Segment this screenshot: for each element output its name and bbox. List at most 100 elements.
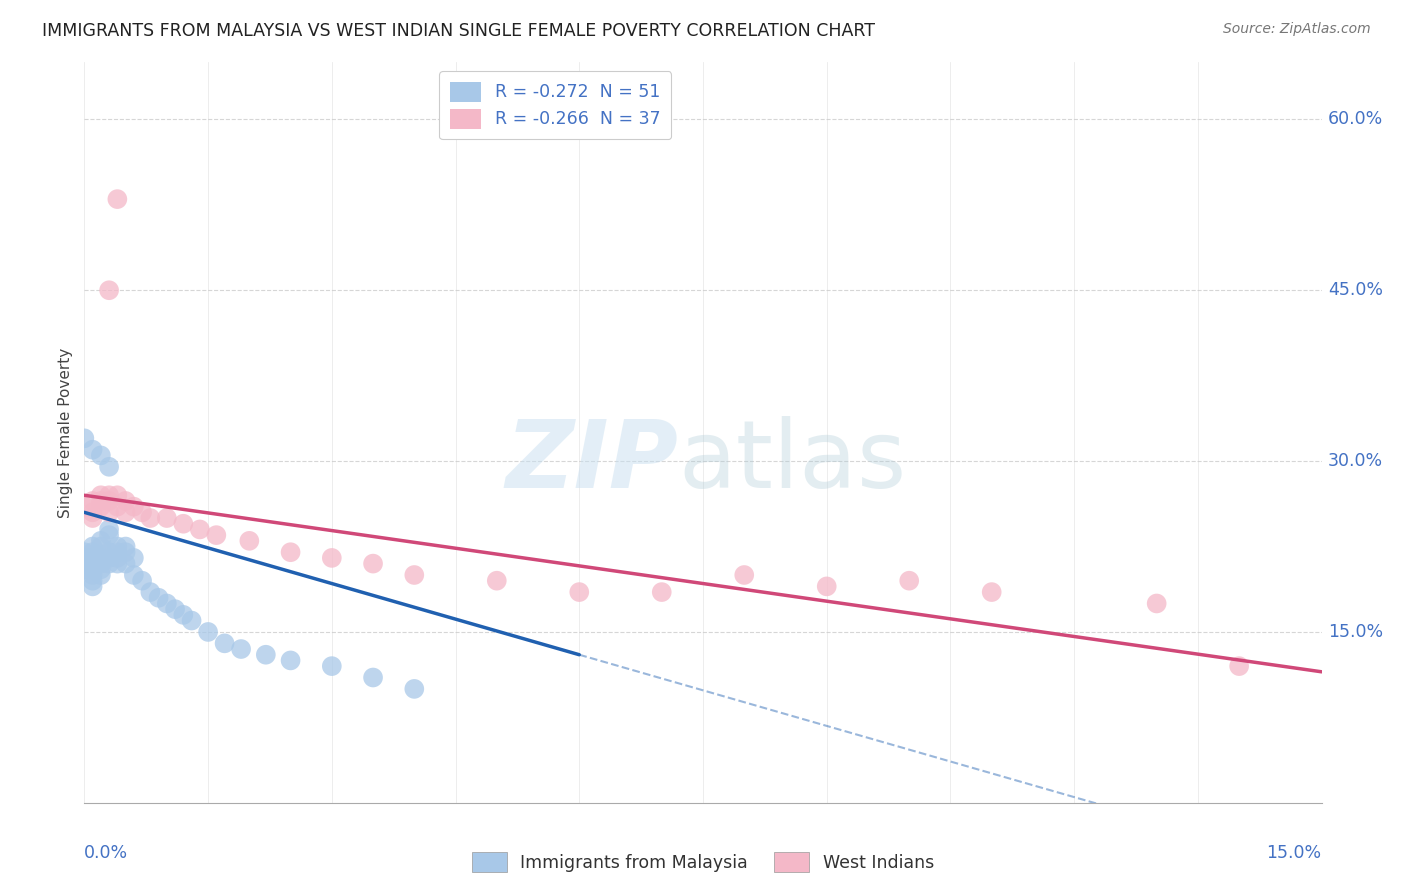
Text: 45.0%: 45.0% [1327, 281, 1384, 299]
Point [815, 579, 838, 593]
Text: ZIP: ZIP [505, 417, 678, 508]
Point [90, 562, 112, 576]
Point [114, 505, 136, 519]
Point [165, 602, 187, 616]
Text: IMMIGRANTS FROM MALAYSIA VS WEST INDIAN SINGLE FEMALE POVERTY CORRELATION CHART: IMMIGRANTS FROM MALAYSIA VS WEST INDIAN … [42, 22, 875, 40]
Point [361, 671, 384, 685]
Point [122, 550, 145, 565]
Text: 30.0%: 30.0% [1327, 452, 1384, 470]
Point [82, 545, 104, 559]
Point [156, 597, 179, 611]
Point [131, 574, 153, 588]
Point [82, 494, 104, 508]
Point [980, 585, 1002, 599]
Point [90, 500, 112, 514]
Point [82, 579, 104, 593]
Point [82, 557, 104, 571]
Point [98, 528, 121, 542]
Y-axis label: Single Female Poverty: Single Female Poverty [58, 348, 73, 517]
Point [90, 449, 112, 463]
Point [98, 505, 121, 519]
Point [361, 557, 384, 571]
Point [82, 568, 104, 582]
Point [733, 568, 755, 582]
Text: 15.0%: 15.0% [1267, 844, 1322, 862]
Point [82, 442, 104, 457]
Point [156, 511, 179, 525]
Point [90, 550, 112, 565]
Point [105, 545, 128, 559]
Point [180, 614, 202, 628]
Point [105, 500, 128, 514]
Text: 0.0%: 0.0% [84, 844, 128, 862]
Point [1227, 659, 1250, 673]
Point [98, 283, 121, 297]
Point [82, 505, 104, 519]
Point [1146, 597, 1168, 611]
Point [229, 642, 252, 657]
Point [485, 574, 508, 588]
Point [238, 533, 260, 548]
Point [90, 533, 112, 548]
Point [114, 557, 136, 571]
Point [82, 540, 104, 554]
Point [139, 585, 162, 599]
Point [105, 557, 128, 571]
Point [73, 500, 96, 514]
Point [82, 550, 104, 565]
Point [98, 545, 121, 559]
Point [90, 557, 112, 571]
Point [122, 500, 145, 514]
Point [98, 459, 121, 474]
Point [90, 540, 112, 554]
Point [280, 545, 302, 559]
Point [73, 562, 96, 576]
Point [105, 540, 128, 554]
Point [82, 562, 104, 576]
Point [404, 681, 426, 696]
Text: Source: ZipAtlas.com: Source: ZipAtlas.com [1223, 22, 1371, 37]
Point [73, 545, 96, 559]
Point [82, 574, 104, 588]
Legend: R = -0.272  N = 51, R = -0.266  N = 37: R = -0.272 N = 51, R = -0.266 N = 37 [440, 71, 671, 139]
Point [114, 494, 136, 508]
Point [114, 545, 136, 559]
Point [105, 488, 128, 502]
Point [73, 550, 96, 565]
Point [90, 494, 112, 508]
Point [73, 431, 96, 445]
Point [254, 648, 277, 662]
Point [98, 557, 121, 571]
Point [651, 585, 673, 599]
Point [172, 607, 194, 622]
Point [321, 659, 343, 673]
Point [73, 557, 96, 571]
Point [148, 591, 170, 605]
Point [280, 653, 302, 667]
Text: 60.0%: 60.0% [1327, 111, 1384, 128]
Point [205, 528, 228, 542]
Point [898, 574, 921, 588]
Point [172, 516, 194, 531]
Point [131, 505, 153, 519]
Point [90, 488, 112, 502]
Point [105, 550, 128, 565]
Point [98, 494, 121, 508]
Legend: Immigrants from Malaysia, West Indians: Immigrants from Malaysia, West Indians [465, 845, 941, 879]
Point [98, 550, 121, 565]
Point [105, 192, 128, 206]
Point [122, 568, 145, 582]
Point [197, 624, 219, 639]
Point [404, 568, 426, 582]
Point [114, 540, 136, 554]
Point [321, 550, 343, 565]
Point [90, 568, 112, 582]
Point [188, 523, 211, 537]
Point [98, 488, 121, 502]
Point [139, 511, 162, 525]
Text: 15.0%: 15.0% [1327, 623, 1384, 641]
Point [98, 523, 121, 537]
Text: atlas: atlas [678, 417, 907, 508]
Point [82, 511, 104, 525]
Point [214, 636, 236, 650]
